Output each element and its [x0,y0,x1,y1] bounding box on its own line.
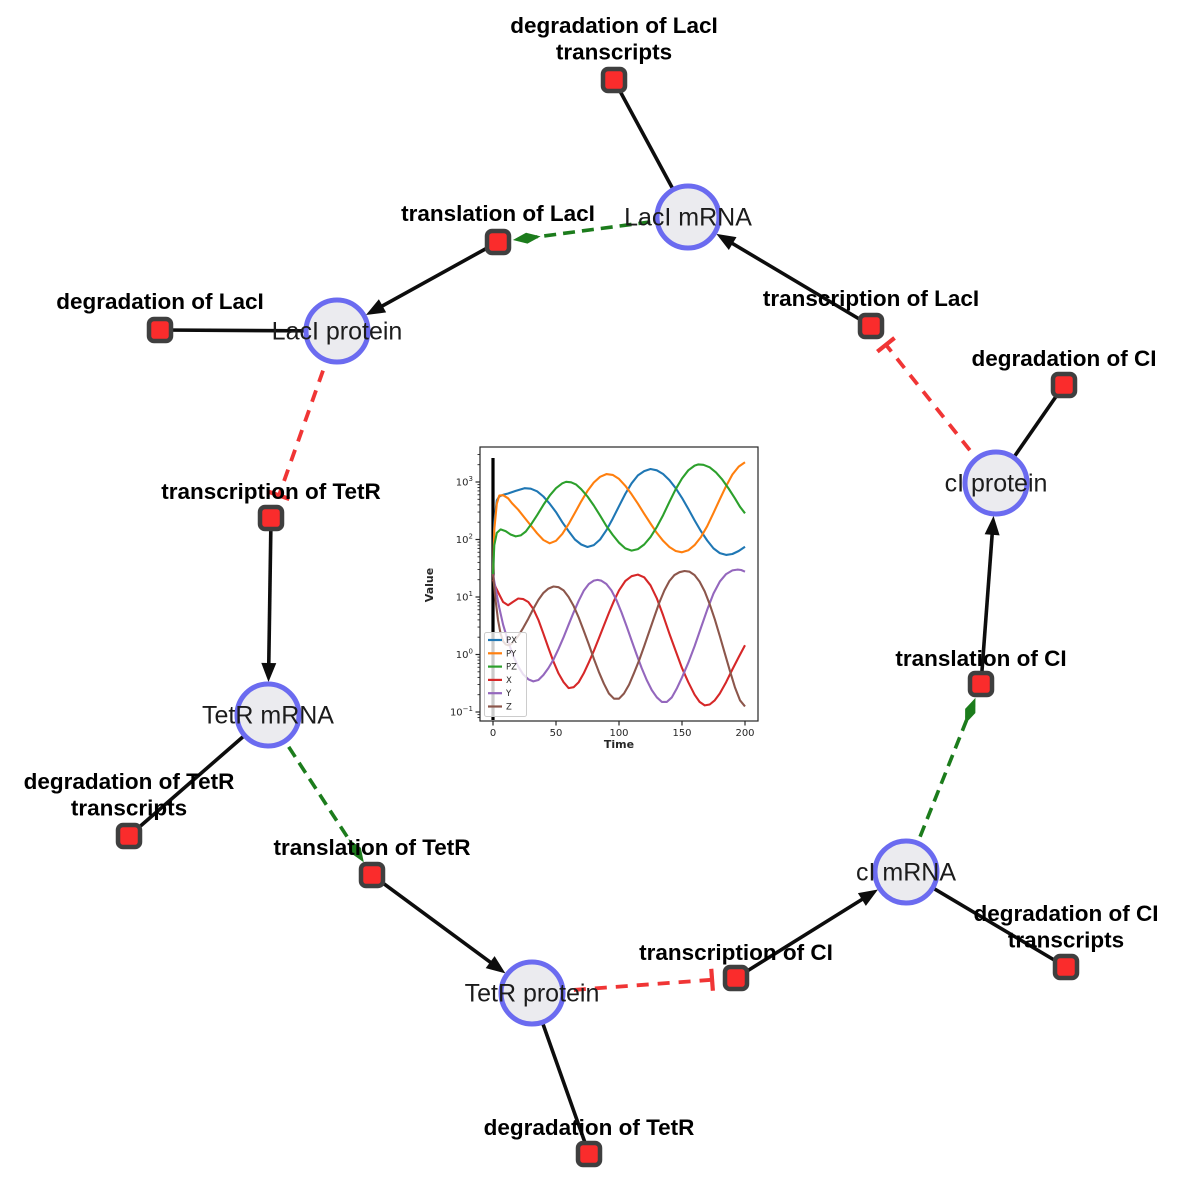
reaction-label-deg-tetr-transcripts-line1: degradation of TetR [24,769,235,794]
reaction-label-deg-ci-transcripts-line2: transcripts [1008,927,1124,952]
chart-line-PZ [491,463,746,575]
reaction-label-transcription-ci: transcription of CI [639,940,833,965]
reaction-label-deg-ci-transcripts-line1: degradation of CI [974,901,1159,926]
edge-transcription-tetr-to-tetr-mrna [261,517,277,683]
timecourse-chart: 0 50 100 150 20010−1100101102103TimeValuePXP… [423,446,759,751]
legend-label-PX: PX [506,636,517,646]
reaction-node-deg-tetr-transcripts[interactable] [115,822,143,850]
modifier-diamond-arrowhead [965,697,976,724]
modifier-diamond-arrowhead [512,232,541,244]
species-node-laci-mrna[interactable] [654,183,722,251]
activation-arrowhead [857,889,878,906]
inhibition-tbar [876,336,896,354]
production-edge-line [724,237,872,328]
species-label-ci-mrna: cI mRNA [856,859,956,887]
activation-arrowhead [485,956,506,974]
reaction-label-deg-laci-transcripts-line1: degradation of LacI [510,13,718,38]
activation-arrowhead [716,233,737,251]
species-node-ci-mrna[interactable] [872,838,940,906]
reaction-node-transcription-laci[interactable] [857,312,885,340]
reaction-label-deg-tetr-transcripts-line2: transcripts [71,795,187,820]
chart-x-tick-label: 50 [550,728,563,739]
species-label-ci-protein: cI protein [945,470,1048,498]
chart-x-tick-label: 200 [735,728,754,739]
chart-legend: PX PY PZ XYZ [484,632,527,717]
modifier-diamond-arrowhead [348,838,364,863]
nodes-layer [115,66,1080,1168]
edge-translation-ci-to-ci-protein [979,515,1000,685]
reaction-node-deg-laci[interactable] [146,316,174,344]
activation-arrowhead [984,515,1000,536]
reaction-node-deg-laci-transcripts[interactable] [600,66,628,94]
reaction-label-deg-laci: degradation of LacI [56,289,264,314]
species-node-tetr-protein[interactable] [498,959,566,1027]
edge-transcription-ci-to-ci-mrna [735,889,878,980]
reaction-label-deg-ci: degradation of CI [972,346,1157,371]
reaction-label-translation-tetr: translation of TetR [273,835,470,860]
species-label-laci-mrna: LacI mRNA [624,204,752,232]
chart-ylabel: Value [423,568,436,602]
reaction-node-transcription-tetr[interactable] [257,504,285,532]
chart-xlabel: Time [604,738,634,751]
species-node-laci-protein[interactable] [303,297,371,365]
reaction-label-translation-ci: translation of CI [895,646,1066,671]
reaction-label-deg-tetr: degradation of TetR [484,1115,695,1140]
production-edge-line [266,517,273,673]
chart-line-X [492,573,746,707]
edge-transcription-laci-to-laci-mrna [716,233,872,328]
reaction-node-translation-tetr[interactable] [358,861,386,889]
production-edge-line [370,873,499,969]
chart-y-tick-label: 10−1 [450,705,473,719]
chart-x-tick-label: 0 [490,728,496,739]
chart-line-Y [491,568,746,703]
labels-layer: LacI mRNA LacI protein TetR mRNA TetR prote… [24,13,1159,1140]
legend-label-X: X [506,676,512,686]
chart-y-tick-label: 103 [456,475,473,489]
species-label-tetr-protein: TetR protein [465,980,600,1008]
reaction-label-transcription-tetr: transcription of TetR [161,479,381,504]
chart-x-tick-label: 100 [609,728,628,739]
reaction-node-deg-ci-transcripts[interactable] [1052,953,1080,981]
reaction-label-deg-laci-transcripts-line2: transcripts [556,39,672,64]
production-edge-line [979,525,995,685]
reaction-node-translation-laci[interactable] [484,228,512,256]
production-edge-line [373,240,499,312]
inhibition-tbar [267,489,291,502]
legend-label-Y: Y [505,689,512,699]
chart-x-tick-label: 150 [672,728,691,739]
reaction-node-deg-tetr[interactable] [575,1140,603,1168]
production-edge-line [735,893,871,980]
edge-translation-tetr-to-tetr-protein [370,873,506,974]
species-label-tetr-mrna: TetR mRNA [202,702,334,730]
reaction-label-translation-laci: translation of LacI [401,201,595,226]
activation-arrowhead [365,299,387,316]
reaction-node-transcription-ci[interactable] [722,964,750,992]
edge-translation-laci-to-laci-protein [365,240,499,316]
species-node-ci-protein[interactable] [962,449,1030,517]
legend-label-Z: Z [506,703,512,713]
chart-line-PY [491,461,746,575]
inhibition-tbar [709,968,715,991]
reaction-node-translation-ci[interactable] [967,670,995,698]
chart-line-PX [491,467,746,570]
species-node-tetr-mrna[interactable] [234,681,302,749]
species-label-laci-protein: LacI protein [272,318,403,346]
chart-y-tick-label: 101 [456,590,473,604]
reaction-node-deg-ci[interactable] [1050,371,1078,399]
activation-arrowhead [261,662,277,683]
chart-y-tick-label: 100 [456,648,473,662]
reaction-label-transcription-laci: transcription of LacI [763,286,979,311]
legend-label-PZ: PZ [506,663,517,673]
legend-label-PY: PY [506,649,517,659]
chart-y-tick-label: 102 [456,533,473,547]
